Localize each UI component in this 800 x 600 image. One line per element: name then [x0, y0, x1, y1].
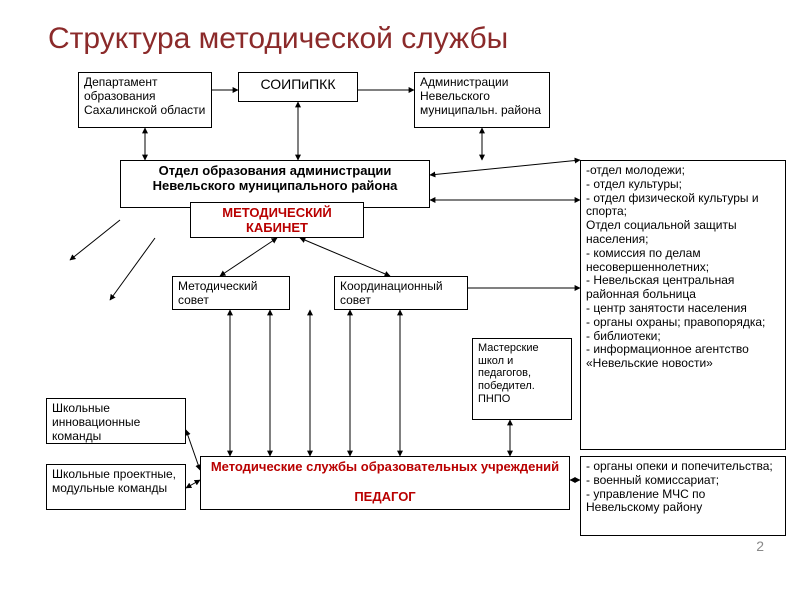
- box-proekt: Школьные проектные, модульные команды: [46, 464, 186, 510]
- box-sluzhby: Методические службы образовательных учре…: [200, 456, 570, 510]
- box-metcab: МЕТОДИЧЕСКИЙ КАБИНЕТ: [190, 202, 364, 238]
- page-title: Структура методической службы: [48, 22, 508, 55]
- connector: [430, 160, 580, 175]
- page-number: 2: [756, 538, 764, 554]
- box-msovet: Методический совет: [172, 276, 290, 310]
- connector: [186, 430, 200, 470]
- box-ksovet: Координационный совет: [334, 276, 468, 310]
- box-admin: Администрации Невельского муниципальн. р…: [414, 72, 550, 128]
- connector: [300, 238, 390, 276]
- box-list1: -отдел молодежи;- отдел культуры;- отдел…: [580, 160, 786, 450]
- connector: [186, 480, 200, 488]
- connector: [70, 220, 120, 260]
- connector: [220, 238, 277, 276]
- box-dept: Департамент образования Сахалинской обла…: [78, 72, 212, 128]
- box-master: Мастерские школ и педагогов, победител. …: [472, 338, 572, 420]
- diagram-canvas: Структура методической службы Департамен…: [0, 0, 800, 600]
- connector: [110, 238, 155, 300]
- box-list2: - органы опеки и попечительства;- военны…: [580, 456, 786, 536]
- box-otdel: Отдел образования администрации Невельск…: [120, 160, 430, 208]
- box-soipipkk: СОИПиПКК: [238, 72, 358, 102]
- box-innov: Школьные инновационные команды: [46, 398, 186, 444]
